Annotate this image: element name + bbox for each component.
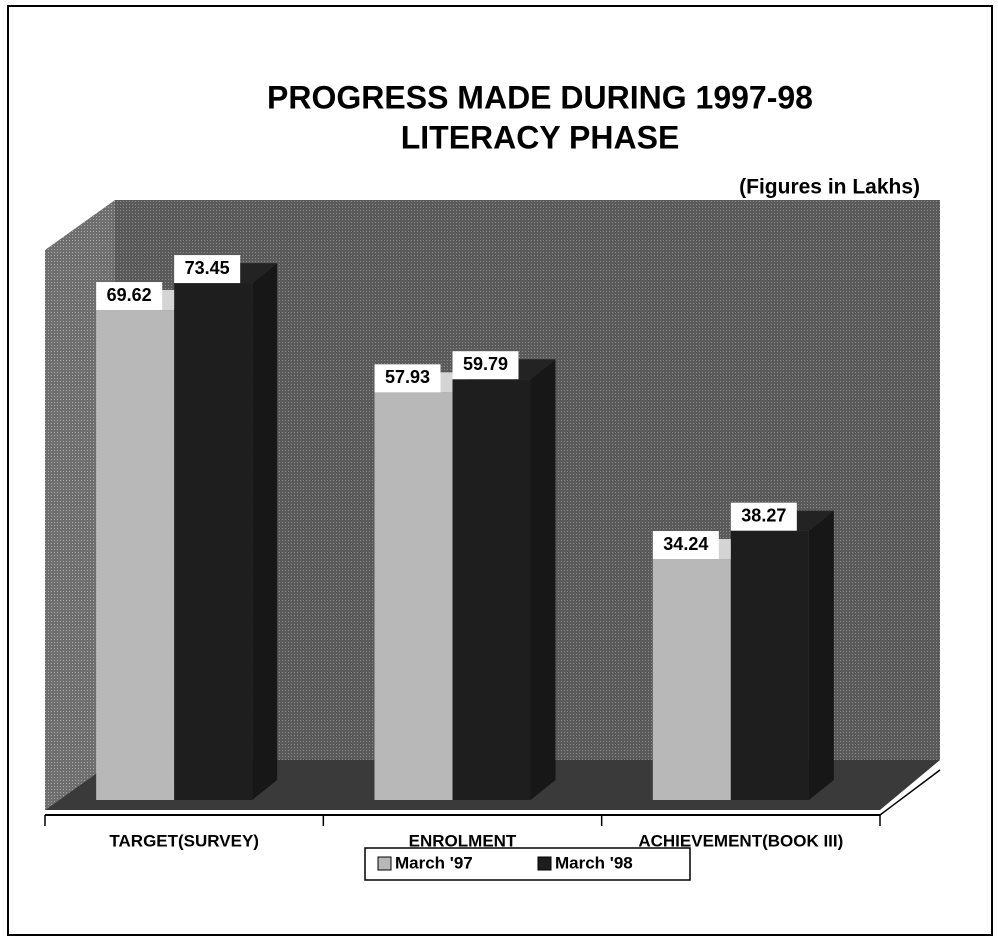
bar	[730, 530, 809, 800]
data-label-box	[374, 364, 441, 393]
bar	[452, 379, 531, 800]
x-tick-label: ENROLMENT	[409, 831, 517, 850]
bar	[652, 559, 731, 800]
data-label-box	[452, 351, 519, 380]
legend	[364, 847, 691, 881]
bar-side	[808, 510, 834, 800]
x-tick-label: TARGET(SURVEY)	[109, 831, 259, 850]
chart-subtitle: (Figures in Lakhs)	[739, 176, 920, 199]
x-tick-label: ACHIEVEMENT(BOOK III)	[638, 831, 843, 850]
legend-label: March '98	[555, 853, 633, 872]
data-label: 57.93	[385, 367, 430, 387]
data-label: 59.79	[463, 354, 508, 374]
bar	[374, 392, 453, 800]
legend-swatch	[537, 856, 552, 871]
legend-label: March '97	[395, 853, 473, 872]
bar	[96, 310, 175, 800]
data-label: 73.45	[185, 258, 230, 278]
data-label: 38.27	[741, 505, 786, 525]
chart-title: PROGRESS MADE DURING 1997-98	[267, 79, 813, 115]
data-label-box	[96, 282, 163, 311]
data-label: 34.24	[663, 534, 708, 554]
data-label-box	[730, 502, 797, 531]
data-label-box	[652, 531, 719, 560]
data-label-box	[174, 255, 241, 284]
bar-side	[252, 263, 278, 801]
legend-swatch	[377, 856, 392, 871]
data-label: 69.62	[107, 285, 152, 305]
bar-side	[530, 359, 556, 800]
bar	[174, 283, 253, 801]
x-axis-depth	[879, 769, 941, 816]
chart-title: LITERACY PHASE	[401, 119, 680, 155]
